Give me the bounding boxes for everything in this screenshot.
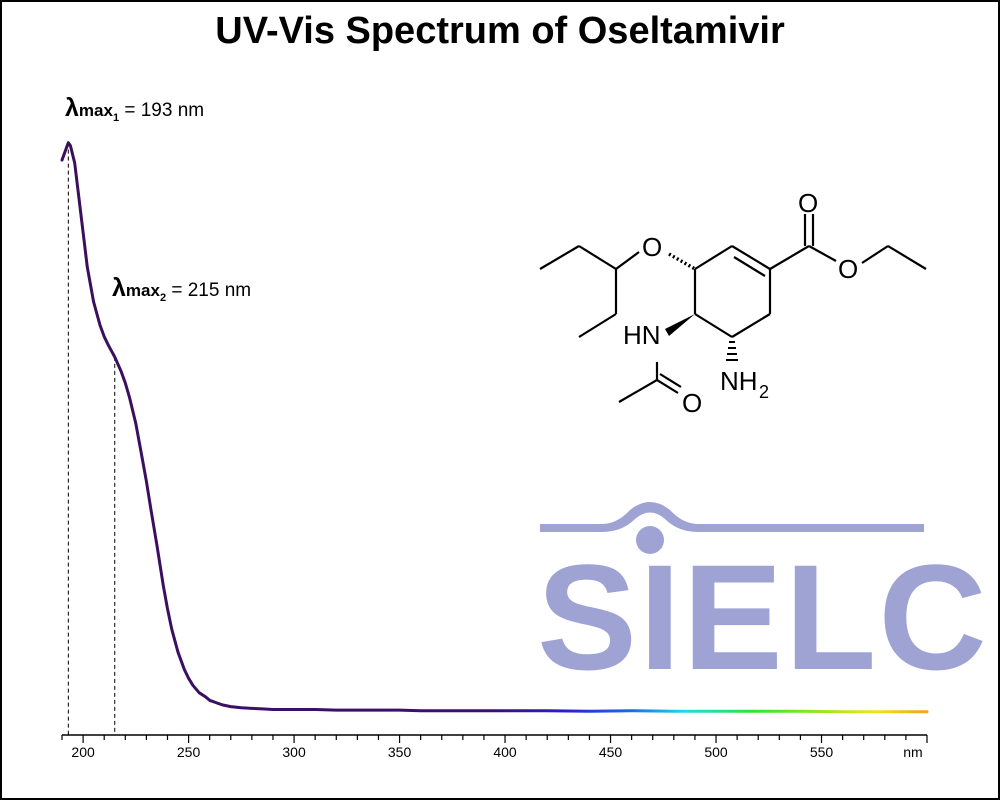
x-tick-label: 200 xyxy=(71,744,95,760)
hash-bond xyxy=(726,341,738,361)
lambda-subscript: 2 xyxy=(159,291,167,304)
atom-label-o: O xyxy=(798,188,818,218)
x-tick-label: 250 xyxy=(177,744,201,760)
x-tick-label: 300 xyxy=(282,744,306,760)
atom-label-nh: NH xyxy=(720,366,758,396)
atom-label-o: O xyxy=(682,388,702,418)
x-tick-label: 500 xyxy=(704,744,728,760)
atom-label-o: O xyxy=(642,232,662,262)
atom-label-o: O xyxy=(838,254,858,284)
lambda-value: = 193 nm xyxy=(124,100,205,121)
lambda-max-1-annotation: λmax1 = 193 nm xyxy=(65,94,204,124)
wedge-bond xyxy=(665,314,695,336)
x-tick-label: 350 xyxy=(388,744,412,760)
lambda-value: = 215 nm xyxy=(171,280,252,301)
x-axis-unit-label: nm xyxy=(903,744,922,760)
sielc-logo: SIELC xyxy=(537,533,989,701)
lambda-subscript: 1 xyxy=(112,111,120,124)
x-tick-label: 550 xyxy=(810,744,834,760)
spectrum-line xyxy=(60,141,929,714)
lambda-symbol: λ xyxy=(65,94,79,122)
molecule-bonds xyxy=(539,214,927,403)
x-tick-label: 400 xyxy=(493,744,517,760)
atom-label-subscript: 2 xyxy=(759,382,769,402)
x-tick-label: 450 xyxy=(599,744,623,760)
lambda-max-2-annotation: λmax2 = 215 nm xyxy=(112,274,251,304)
atom-label-hn: HN xyxy=(623,320,661,350)
logo-dot xyxy=(636,526,664,554)
chart-title: UV-Vis Spectrum of Oseltamivir xyxy=(215,10,785,52)
lambda-max-label: max xyxy=(125,281,160,300)
x-axis: 200 250 300 350 400 450 500 550 nm xyxy=(61,734,928,760)
annotation-guides xyxy=(67,142,116,735)
lambda-max-label: max xyxy=(78,101,113,120)
logo-top-bar xyxy=(540,502,924,532)
lambda-symbol: λ xyxy=(112,274,126,302)
